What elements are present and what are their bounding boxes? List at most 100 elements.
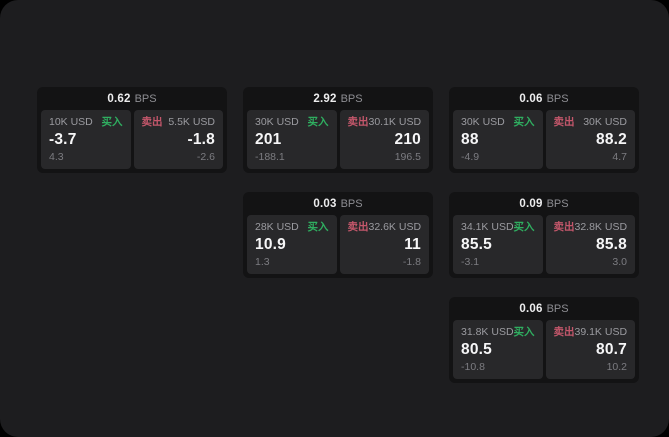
sell-sub-value: 3.0 <box>612 256 627 268</box>
sell-panel[interactable]: 卖出 30.1K USD 210 196.5 <box>339 110 429 169</box>
sell-sub-value: 10.2 <box>606 361 627 373</box>
sell-panel[interactable]: 卖出 5.5K USD -1.8 -2.6 <box>133 110 223 169</box>
sell-panel[interactable]: 卖出 39.1K USD 80.7 10.2 <box>545 320 635 379</box>
buy-price: 88 <box>461 131 479 148</box>
sell-label: 卖出 <box>347 116 369 128</box>
buy-panel-top: 28K USD 买入 <box>255 221 329 234</box>
quote-card: 0.09 BPS 34.1K USD 买入 85.5 -3.1 卖出 32.8K… <box>449 192 639 278</box>
buy-label: 买入 <box>307 221 329 233</box>
sell-price: 80.7 <box>596 341 627 358</box>
buy-sub-value: 4.3 <box>49 151 64 163</box>
bps-value: 0.06 <box>519 302 543 315</box>
bps-unit-label: BPS <box>134 92 157 105</box>
buy-panel-top: 10K USD 买入 <box>49 116 123 129</box>
buy-price: 80.5 <box>461 341 492 358</box>
bps-header: 0.03 BPS <box>243 192 433 215</box>
sell-amount: 32.6K USD <box>368 221 422 233</box>
quote-card-body: 34.1K USD 买入 85.5 -3.1 卖出 32.8K USD 85.8… <box>449 215 639 278</box>
buy-price: 201 <box>255 131 282 148</box>
bps-header: 2.92 BPS <box>243 87 433 110</box>
sell-panel-top: 卖出 32.6K USD <box>348 221 422 234</box>
bps-header: 0.09 BPS <box>449 192 639 215</box>
buy-panel[interactable]: 31.8K USD 买入 80.5 -10.8 <box>453 320 543 379</box>
bps-header: 0.06 BPS <box>449 87 639 110</box>
buy-label: 买入 <box>101 116 123 128</box>
sell-sub-value: 196.5 <box>394 151 421 163</box>
buy-label: 买入 <box>513 116 535 128</box>
bps-unit-label: BPS <box>546 197 569 210</box>
buy-panel-top: 31.8K USD 买入 <box>461 326 535 339</box>
sell-panel-top: 卖出 32.8K USD <box>554 221 628 234</box>
sell-label: 卖出 <box>553 116 575 128</box>
sell-sub-value: 4.7 <box>612 151 627 163</box>
buy-label: 买入 <box>307 116 329 128</box>
buy-amount: 34.1K USD <box>461 221 514 233</box>
sell-sub-value: -1.8 <box>402 256 421 268</box>
buy-price: -3.7 <box>49 131 77 148</box>
bps-value: 0.06 <box>519 92 543 105</box>
bps-value: 0.62 <box>107 92 131 105</box>
buy-amount: 30K USD <box>255 116 299 128</box>
buy-panel[interactable]: 30K USD 买入 201 -188.1 <box>247 110 337 169</box>
buy-price: 85.5 <box>461 236 492 253</box>
quote-card: 0.06 BPS 31.8K USD 买入 80.5 -10.8 卖出 39.1… <box>449 297 639 383</box>
buy-panel[interactable]: 10K USD 买入 -3.7 4.3 <box>41 110 131 169</box>
sell-price: 210 <box>394 131 421 148</box>
quote-cards-grid: 0.62 BPS 10K USD 买入 -3.7 4.3 卖出 5.5K USD <box>37 87 639 383</box>
quote-card: 0.06 BPS 30K USD 买入 88 -4.9 卖出 30K USD <box>449 87 639 173</box>
buy-amount: 10K USD <box>49 116 93 128</box>
sell-amount: 30.1K USD <box>368 116 422 128</box>
quote-card: 0.62 BPS 10K USD 买入 -3.7 4.3 卖出 5.5K USD <box>37 87 227 173</box>
sell-price: -1.8 <box>187 131 215 148</box>
buy-sub-value: -3.1 <box>461 256 480 268</box>
bps-unit-label: BPS <box>340 92 363 105</box>
buy-panel-top: 30K USD 买入 <box>461 116 535 129</box>
buy-label: 买入 <box>513 221 535 233</box>
buy-panel-top: 30K USD 买入 <box>255 116 329 129</box>
sell-price: 85.8 <box>596 236 627 253</box>
sell-label: 卖出 <box>553 326 575 338</box>
sell-label: 卖出 <box>141 116 163 128</box>
buy-amount: 28K USD <box>255 221 299 233</box>
bps-value: 2.92 <box>313 92 337 105</box>
buy-panel-top: 34.1K USD 买入 <box>461 221 535 234</box>
sell-panel[interactable]: 卖出 32.8K USD 85.8 3.0 <box>545 215 635 274</box>
bps-value: 0.09 <box>519 197 543 210</box>
bps-unit-label: BPS <box>546 302 569 315</box>
buy-label: 买入 <box>513 326 535 338</box>
sell-price: 88.2 <box>596 131 627 148</box>
buy-price: 10.9 <box>255 236 286 253</box>
sell-amount: 32.8K USD <box>574 221 628 233</box>
sell-sub-value: -2.6 <box>196 151 215 163</box>
sell-price: 11 <box>404 236 421 253</box>
sell-label: 卖出 <box>347 221 369 233</box>
buy-sub-value: -10.8 <box>461 361 485 373</box>
bps-header: 0.62 BPS <box>37 87 227 110</box>
bps-unit-label: BPS <box>546 92 569 105</box>
buy-amount: 30K USD <box>461 116 505 128</box>
bps-header: 0.06 BPS <box>449 297 639 320</box>
quote-card: 0.03 BPS 28K USD 买入 10.9 1.3 卖出 32.6K US… <box>243 192 433 278</box>
quote-card-body: 28K USD 买入 10.9 1.3 卖出 32.6K USD 11 -1.8 <box>243 215 433 278</box>
sell-amount: 30K USD <box>583 116 627 128</box>
quote-card-body: 10K USD 买入 -3.7 4.3 卖出 5.5K USD -1.8 -2.… <box>37 110 227 173</box>
buy-panel[interactable]: 30K USD 买入 88 -4.9 <box>453 110 543 169</box>
buy-panel[interactable]: 28K USD 买入 10.9 1.3 <box>247 215 337 274</box>
bps-unit-label: BPS <box>340 197 363 210</box>
buy-sub-value: 1.3 <box>255 256 270 268</box>
sell-panel-top: 卖出 30.1K USD <box>348 116 422 129</box>
buy-panel[interactable]: 34.1K USD 买入 85.5 -3.1 <box>453 215 543 274</box>
quote-card: 2.92 BPS 30K USD 买入 201 -188.1 卖出 30.1K … <box>243 87 433 173</box>
sell-panel[interactable]: 卖出 30K USD 88.2 4.7 <box>545 110 635 169</box>
sell-panel-top: 卖出 30K USD <box>554 116 628 129</box>
buy-sub-value: -188.1 <box>255 151 285 163</box>
sell-panel[interactable]: 卖出 32.6K USD 11 -1.8 <box>339 215 429 274</box>
quote-card-body: 30K USD 买入 88 -4.9 卖出 30K USD 88.2 4.7 <box>449 110 639 173</box>
quote-card-body: 31.8K USD 买入 80.5 -10.8 卖出 39.1K USD 80.… <box>449 320 639 383</box>
buy-sub-value: -4.9 <box>461 151 480 163</box>
quote-card-body: 30K USD 买入 201 -188.1 卖出 30.1K USD 210 1… <box>243 110 433 173</box>
bps-value: 0.03 <box>313 197 337 210</box>
sell-label: 卖出 <box>553 221 575 233</box>
sell-panel-top: 卖出 5.5K USD <box>142 116 216 129</box>
